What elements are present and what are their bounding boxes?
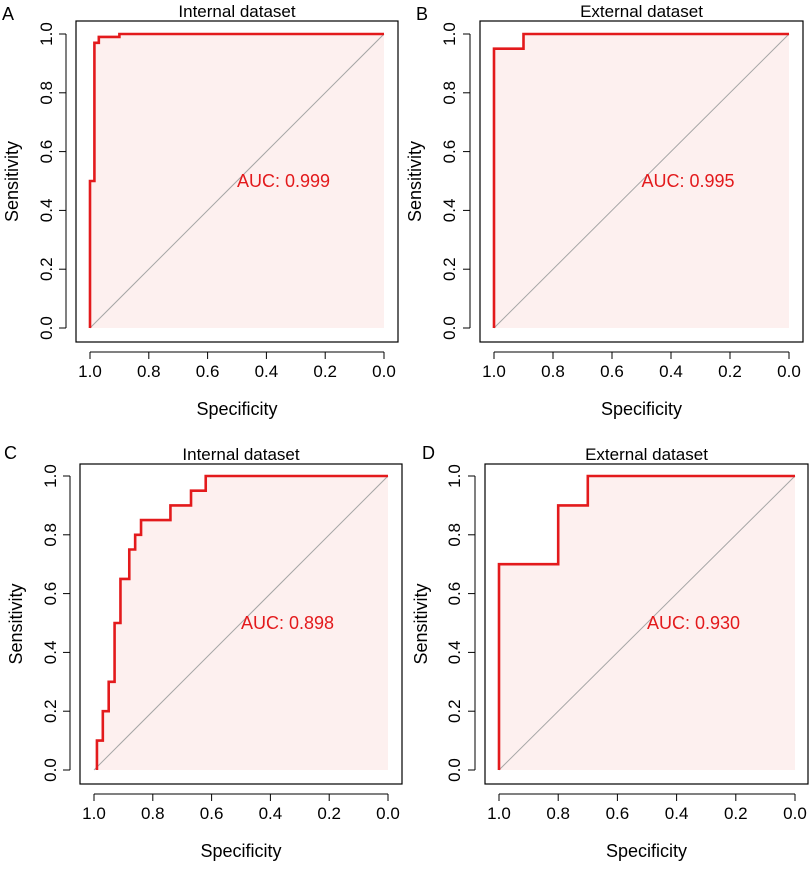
roc-panel-a: 1.0 0.8 0.6 0.4 0.2 0.0 0.0 0.2 0.4 0.6 0.8 1.0 Inte… <box>2 2 399 419</box>
x-tick-label: 0.4 <box>665 804 689 823</box>
y-tick-label: 0.2 <box>445 699 464 723</box>
plot-frame <box>75 20 399 343</box>
x-tick-label: 0.0 <box>372 362 396 381</box>
chance-diagonal <box>93 475 389 771</box>
x-tick-label: 0.6 <box>606 804 630 823</box>
chart-title: Internal dataset <box>178 2 295 21</box>
plot-frame <box>484 463 809 785</box>
chart-title: External dataset <box>580 2 703 21</box>
y-tick-label: 0.6 <box>41 582 60 606</box>
x-axis-label: Specificity <box>601 399 682 419</box>
y-tick-label: 0.2 <box>41 699 60 723</box>
y-tick-label: 0.8 <box>445 523 464 547</box>
x-tick-label: 0.8 <box>141 804 165 823</box>
x-tick-label: 0.2 <box>718 362 742 381</box>
y-axis-label: Sensitivity <box>6 583 26 664</box>
panel-label: C <box>4 443 17 463</box>
roc-panel-d: 1.0 0.8 0.6 0.4 0.2 0.0 0.0 0.2 0.4 0.6 0.8 1.0 Exte… <box>411 443 809 861</box>
y-axis-label: Sensitivity <box>405 141 425 222</box>
y-axis-label: Sensitivity <box>411 583 431 664</box>
y-tick-label: 0.2 <box>37 257 56 281</box>
roc-curve <box>497 474 795 770</box>
roc-curve <box>88 32 384 328</box>
x-tick-label: 0.0 <box>777 362 801 381</box>
x-tick-label: 0.6 <box>600 362 624 381</box>
x-tick-label: 0.4 <box>255 362 279 381</box>
y-tick-label: 1.0 <box>445 464 464 488</box>
x-tick-label: 0.0 <box>783 804 807 823</box>
panel-label: D <box>422 443 435 463</box>
auc-label: AUC: 0.995 <box>642 171 735 191</box>
chart-title: Internal dataset <box>182 445 299 464</box>
roc-panel-c: 1.0 0.8 0.6 0.4 0.2 0.0 0.0 0.2 0.4 0.6 0.8 1.0 Inte… <box>4 443 403 861</box>
auc-label: AUC: 0.930 <box>647 613 740 633</box>
auc-label: AUC: 0.898 <box>241 613 334 633</box>
roc-panel-b: 1.0 0.8 0.6 0.4 0.2 0.0 0.0 0.2 0.4 0.6 0.8 1.0 Exte… <box>405 2 804 419</box>
chance-diagonal <box>493 33 790 329</box>
roc-curve <box>95 474 388 770</box>
x-tick-label: 0.6 <box>200 804 224 823</box>
y-tick-label: 0.4 <box>37 199 56 223</box>
y-tick-label: 0.0 <box>440 316 459 340</box>
chance-diagonal <box>89 33 385 329</box>
panel-label: A <box>2 4 14 24</box>
y-tick-label: 0.4 <box>445 641 464 665</box>
x-tick-label: 1.0 <box>78 362 102 381</box>
chance-diagonal <box>498 475 796 771</box>
chart-title: External dataset <box>585 445 708 464</box>
x-tick-label: 0.4 <box>659 362 683 381</box>
auc-label: AUC: 0.999 <box>237 171 330 191</box>
x-tick-label: 1.0 <box>82 804 106 823</box>
x-tick-label: 0.8 <box>541 362 565 381</box>
y-tick-label: 0.8 <box>41 523 60 547</box>
y-tick-label: 0.0 <box>37 316 56 340</box>
x-tick-label: 0.8 <box>137 362 161 381</box>
x-tick-label: 0.2 <box>317 804 341 823</box>
y-tick-label: 0.0 <box>445 758 464 782</box>
x-tick-label: 1.0 <box>482 362 506 381</box>
x-tick-label: 0.6 <box>196 362 220 381</box>
x-tick-label: 0.4 <box>259 804 283 823</box>
panel-label: B <box>416 4 428 24</box>
y-tick-label: 1.0 <box>41 464 60 488</box>
x-axis-label: Specificity <box>606 841 687 861</box>
x-axis-label: Specificity <box>196 399 277 419</box>
y-tick-label: 0.6 <box>445 582 464 606</box>
y-tick-label: 0.6 <box>440 140 459 164</box>
plot-frame <box>479 20 804 343</box>
x-tick-label: 0.0 <box>376 804 400 823</box>
y-axis-label: Sensitivity <box>2 141 22 222</box>
y-tick-label: 0.8 <box>440 81 459 105</box>
y-tick-label: 1.0 <box>37 22 56 46</box>
y-tick-label: 0.0 <box>41 758 60 782</box>
y-tick-label: 0.8 <box>37 81 56 105</box>
x-tick-label: 0.8 <box>546 804 570 823</box>
roc-curve <box>492 32 789 328</box>
y-tick-label: 0.4 <box>440 199 459 223</box>
y-tick-label: 0.4 <box>41 641 60 665</box>
x-axis-label: Specificity <box>200 841 281 861</box>
y-tick-label: 0.2 <box>440 257 459 281</box>
x-tick-label: 1.0 <box>487 804 511 823</box>
plot-frame <box>79 463 403 785</box>
y-tick-label: 1.0 <box>440 22 459 46</box>
x-tick-label: 0.2 <box>313 362 337 381</box>
x-tick-label: 0.2 <box>724 804 748 823</box>
auc-area <box>96 476 388 770</box>
y-tick-label: 0.6 <box>37 140 56 164</box>
